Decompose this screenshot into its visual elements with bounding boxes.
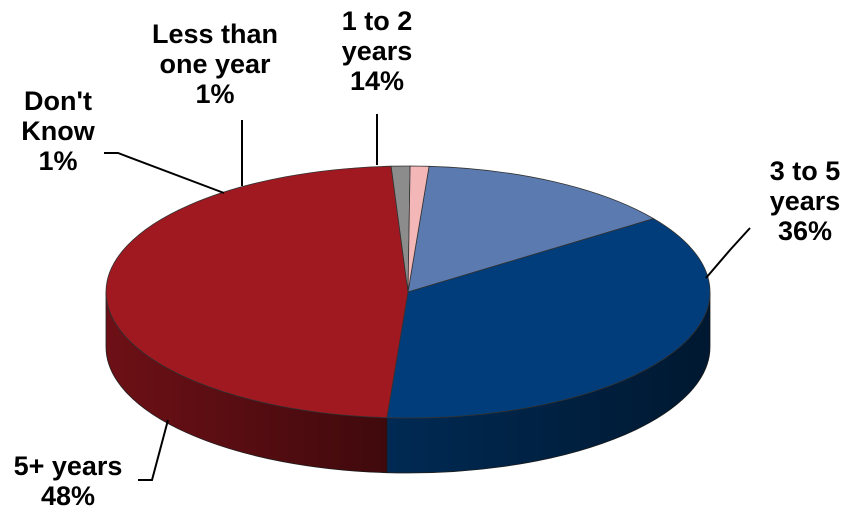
pie-slice-1	[386, 218, 711, 419]
leader-line-2	[138, 419, 169, 481]
pie-sides	[105, 291, 711, 474]
pie-percent-label-2: 48%	[41, 481, 95, 511]
pie-category-label-4: Less than	[152, 19, 278, 49]
pie-category-label-3: Know	[21, 116, 95, 146]
pie-category-label-0: years	[342, 36, 413, 66]
pie-slices	[105, 165, 711, 419]
pie-percent-label-3: 1%	[38, 146, 77, 176]
pie-leader-lines	[104, 114, 751, 481]
pie-category-label-0: 1 to 2	[342, 6, 413, 36]
pie-category-label-1: years	[770, 186, 841, 216]
pie-category-label-2: 5+ years	[14, 451, 123, 481]
leader-line-1	[705, 227, 751, 279]
pie-slice-2	[105, 165, 409, 419]
pie-percent-label-4: 1%	[195, 79, 234, 109]
leader-line-3	[104, 152, 225, 194]
pie-side-shade-2	[106, 292, 387, 473]
pie-slice-0	[407, 165, 655, 293]
pie-slice-4	[407, 165, 430, 293]
pie-percent-label-0: 14%	[350, 66, 404, 96]
pie-side-shade-1	[386, 292, 710, 474]
pie-category-label-1: 3 to 5	[770, 156, 841, 186]
pie-category-label-3: Don't	[24, 86, 92, 116]
pie-category-label-4: one year	[159, 49, 271, 79]
pie-percent-label-1: 36%	[778, 216, 832, 246]
